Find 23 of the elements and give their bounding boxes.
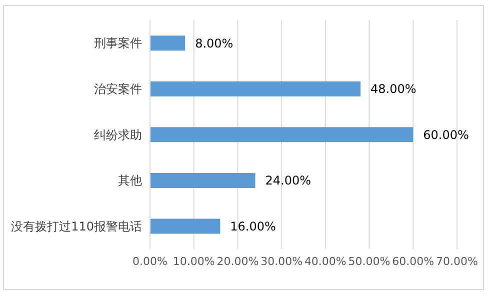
y-tick-label: 没有拨打过110报警电话	[11, 219, 142, 234]
x-tick-label: 30.00%	[260, 254, 303, 268]
bar	[150, 218, 220, 234]
bar	[150, 36, 186, 51]
bar	[150, 81, 361, 96]
y-tick-label: 其他	[118, 174, 142, 188]
x-tick-label: 0.00%	[132, 254, 168, 268]
x-tick-label: 60.00%	[392, 254, 434, 268]
data-label: 8.00%	[195, 36, 234, 50]
data-label: 48.00%	[370, 82, 416, 96]
y-tick-label: 纠纷求助	[94, 128, 142, 142]
x-tick-label: 50.00%	[348, 254, 390, 268]
x-tick-label: 20.00%	[216, 254, 259, 268]
y-tick-label: 治安案件	[94, 82, 142, 96]
y-tick-label: 刑事案件	[94, 36, 142, 50]
x-tick-label: 10.00%	[172, 254, 215, 268]
x-tick-label: 70.00%	[436, 254, 478, 268]
x-tick-label: 40.00%	[304, 254, 346, 268]
bar	[150, 127, 414, 142]
data-label: 16.00%	[230, 219, 276, 234]
data-label: 24.00%	[265, 174, 312, 188]
data-label: 60.00%	[423, 128, 469, 142]
bar	[150, 172, 256, 188]
